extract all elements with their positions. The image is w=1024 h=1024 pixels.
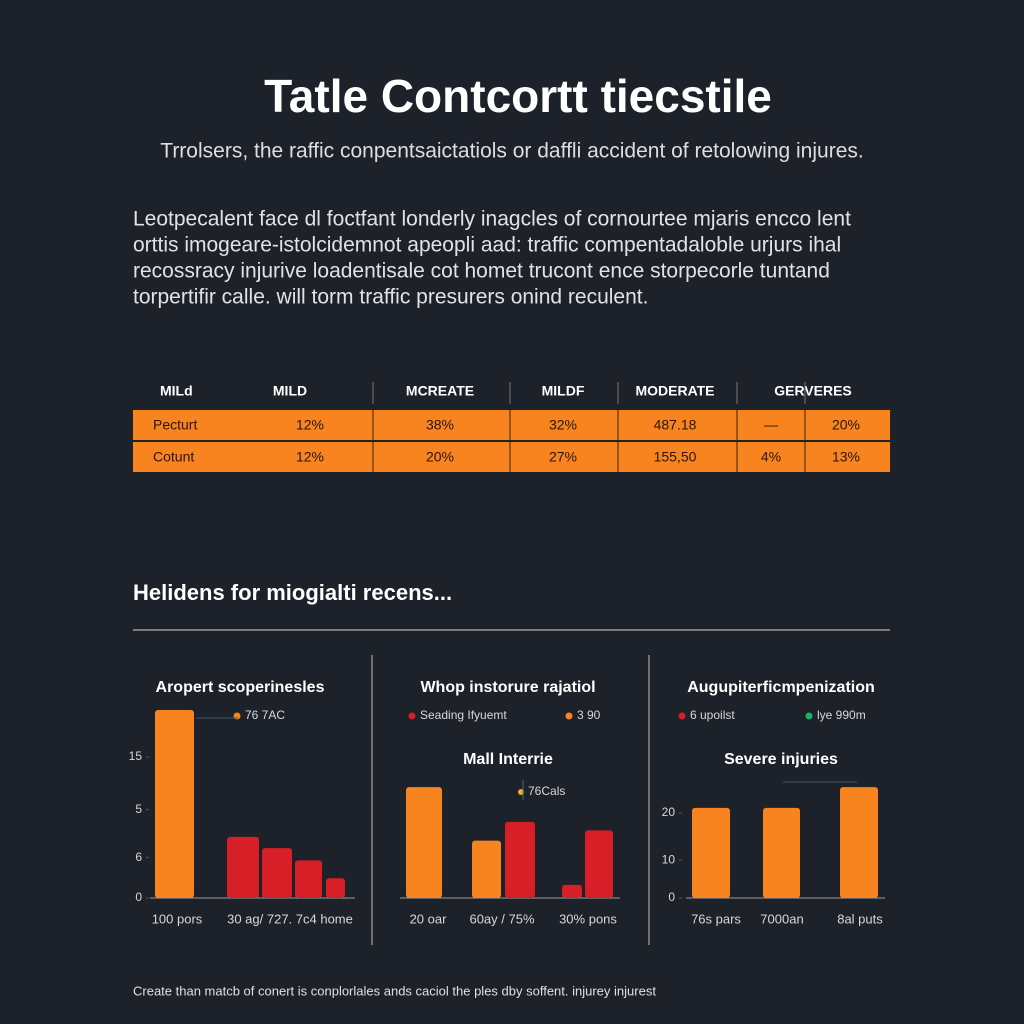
table-cell: 487.18 [654,417,697,433]
panel-title: Whop instorure rajatiol [420,679,595,696]
y-tick-label: 6 [135,850,142,864]
bar [763,807,800,898]
table-header: MILd [160,383,193,399]
x-label: 76s pars [691,911,741,926]
table-cell: 12% [296,417,324,433]
legend-label: 76 7AC [245,708,285,722]
table-cell: 27% [549,449,577,465]
table-cell: Pecturt [153,417,197,433]
table-cell: 13% [832,449,860,465]
bar [227,836,259,898]
legend-dot [565,712,573,720]
table-cell: 4% [761,449,781,465]
bar [472,840,501,898]
section-title: Helidens for miogialti recens... [133,580,452,605]
y-tick-label: 5 [135,802,142,816]
table-cell: — [764,417,778,433]
table-cell: 20% [832,417,860,433]
bar [840,787,878,898]
legend-label: 6 upoilst [690,708,735,722]
x-label: 8al puts [837,911,883,926]
panel-subtitle: Mall Interrie [463,751,553,768]
y-tick-label: 15 [129,749,143,763]
paragraph-line: Leotpecalent face dl foctfant londerly i… [133,208,851,231]
x-label: 30% pons [559,911,617,926]
page-subtitle: Trrolsers, the raffic conpentsaictatiols… [160,140,863,163]
annotation: 76Cals [528,784,565,798]
paragraph-line: orttis imogeare-istolcidemnot apeopli aa… [133,234,841,257]
y-tick-label: 20 [662,805,676,819]
legend-dot [408,712,416,720]
legend-label: Seading Ifyuemt [420,708,507,722]
bar [155,710,194,898]
page-title: Tatle Contcortt tiecstile [264,70,772,122]
legend-label: 3 90 [577,708,601,722]
legend-dot [805,712,813,720]
y-tick-label: 0 [668,890,675,904]
panel-title: Augupiterficmpenization [687,679,875,696]
x-label: 30 ag/ 727. 7c4 home [227,911,353,926]
bar [505,821,535,898]
table-cell: 155,50 [654,449,697,465]
x-label: 60ay / 75% [469,911,534,926]
y-tick-label: 10 [662,852,676,866]
y-tick-label: 0 [135,890,142,904]
bar [692,807,730,898]
table-row [133,410,890,440]
panel-title: Aropert scoperinesles [156,679,325,696]
footer: Create than matcb of conert is conplorla… [133,983,656,998]
table-header: MCREATE [406,383,474,399]
x-label: 7000an [760,911,803,926]
bar [562,884,582,898]
bar [326,878,345,898]
bar [406,787,442,898]
table-cell: 20% [426,449,454,465]
paragraph-line: recossracy injurive loadentisale cot hom… [133,260,830,283]
table-cell: 12% [296,449,324,465]
x-label: 20 oar [410,911,448,926]
table-header: GERVERES [774,383,852,399]
panel-subtitle: Severe injuries [724,751,838,768]
paragraph-line: torpertifir calle. will torm traffic pre… [133,286,648,309]
table-header: MODERATE [635,383,714,399]
table-header: MILD [273,383,307,399]
bar [295,860,322,898]
table-header: MILDF [542,383,585,399]
bar [585,830,613,898]
bar [262,848,292,898]
table-cell: 32% [549,417,577,433]
table-cell: 38% [426,417,454,433]
table-row [133,442,890,472]
legend-dot [678,712,686,720]
legend-label: lye 990m [817,708,866,722]
table-cell: Cotunt [153,449,194,465]
x-label: 100 pors [152,911,203,926]
